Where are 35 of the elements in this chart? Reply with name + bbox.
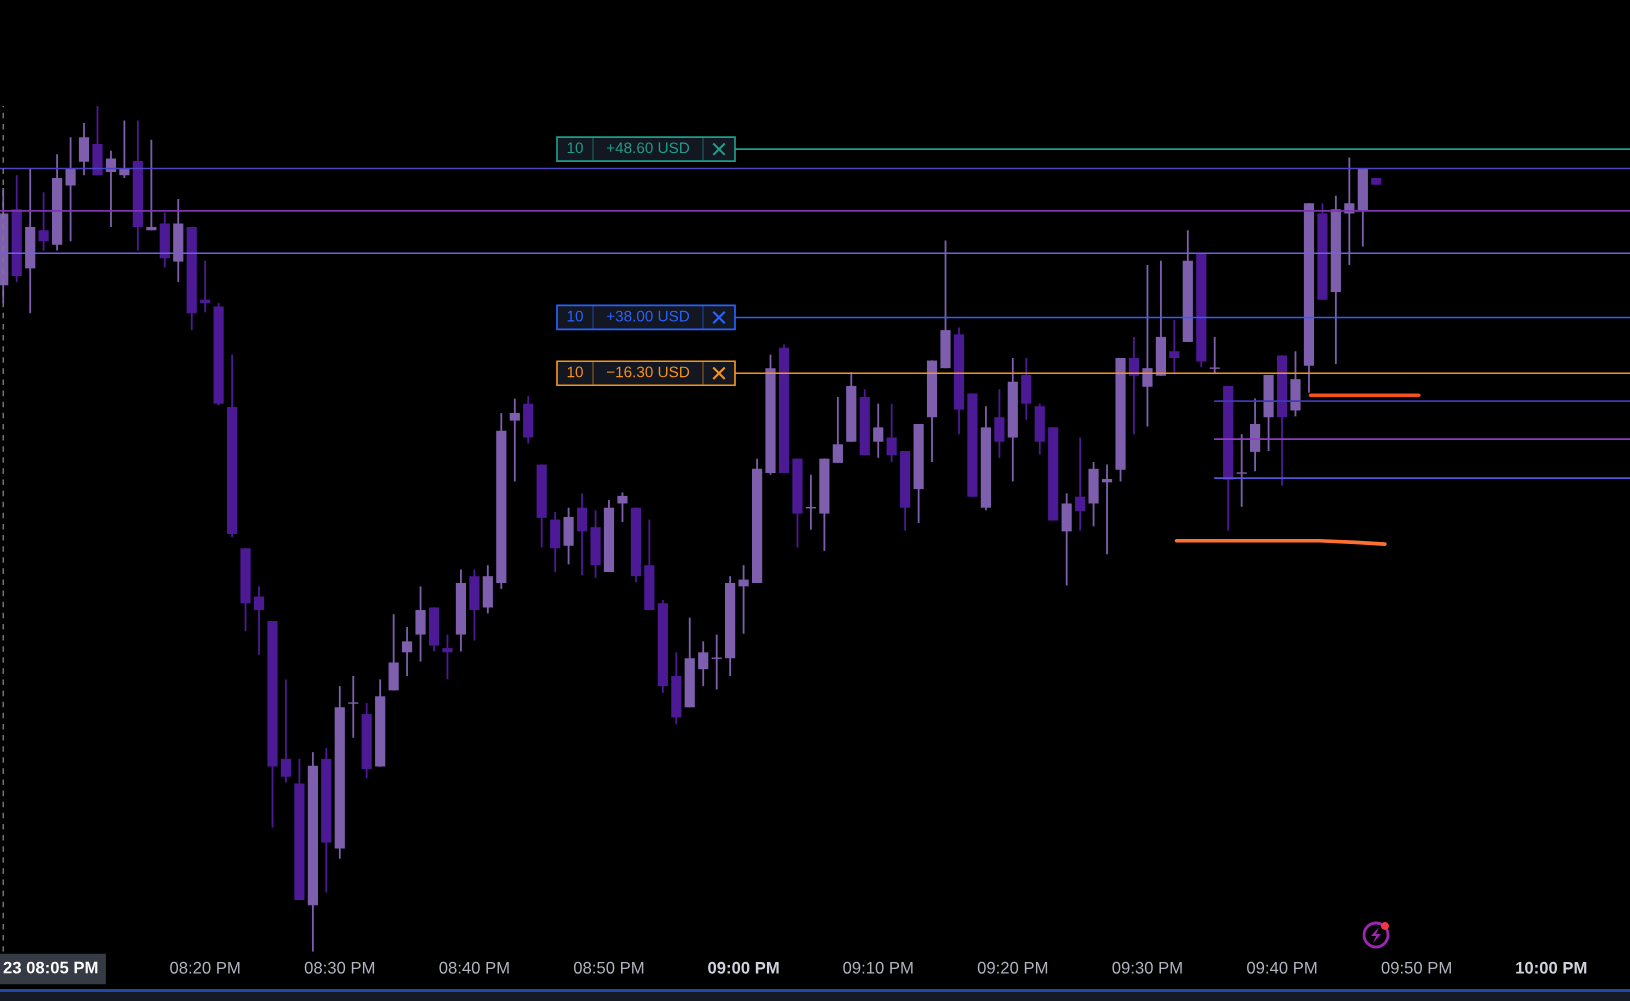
candlestick [1209, 335, 1220, 375]
candlestick [1075, 436, 1086, 532]
text: 23 08:05 PM [3, 961, 98, 974]
candlestick [886, 402, 897, 463]
candlestick [401, 626, 413, 677]
candlestick [348, 675, 359, 739]
candlestick [38, 191, 49, 252]
candlestick [576, 492, 588, 577]
x-tick-label: 08:40 PM [439, 961, 509, 974]
x-tick-label: 09:30 PM [1112, 961, 1182, 974]
candlestick [280, 678, 291, 784]
x-tick-label: 08:30 PM [304, 961, 375, 974]
x-tick-label: 09:00 PM [708, 961, 779, 974]
candlestick [832, 396, 843, 464]
candlestick [65, 136, 76, 243]
candlestick [1142, 264, 1153, 428]
candlestick [105, 149, 117, 228]
candlestick [873, 402, 884, 459]
text: 10 +38.00 USD [567, 310, 690, 322]
candlestick [698, 640, 709, 688]
x-tick-label: 08:50 PM [573, 961, 644, 974]
x-tick-label: 08:20 PM [170, 961, 240, 974]
candlestick [1169, 319, 1180, 375]
candlestick [509, 397, 520, 483]
x-tick-label: 09:40 PM [1247, 961, 1317, 974]
x-tick-label: 09:10 PM [843, 961, 913, 974]
text: 10 −16.30 USD [567, 366, 690, 378]
x-tick-label: 09:50 PM [1381, 961, 1451, 974]
candlestick [1236, 433, 1247, 508]
x-tick-label: 10:00 PM [1516, 961, 1587, 974]
text: 10 +48.60 USD [567, 142, 690, 154]
candlestick [617, 491, 628, 523]
candlestick [442, 633, 453, 681]
candlestick [253, 585, 265, 656]
x-tick-label: 09:20 PM [977, 961, 1048, 974]
